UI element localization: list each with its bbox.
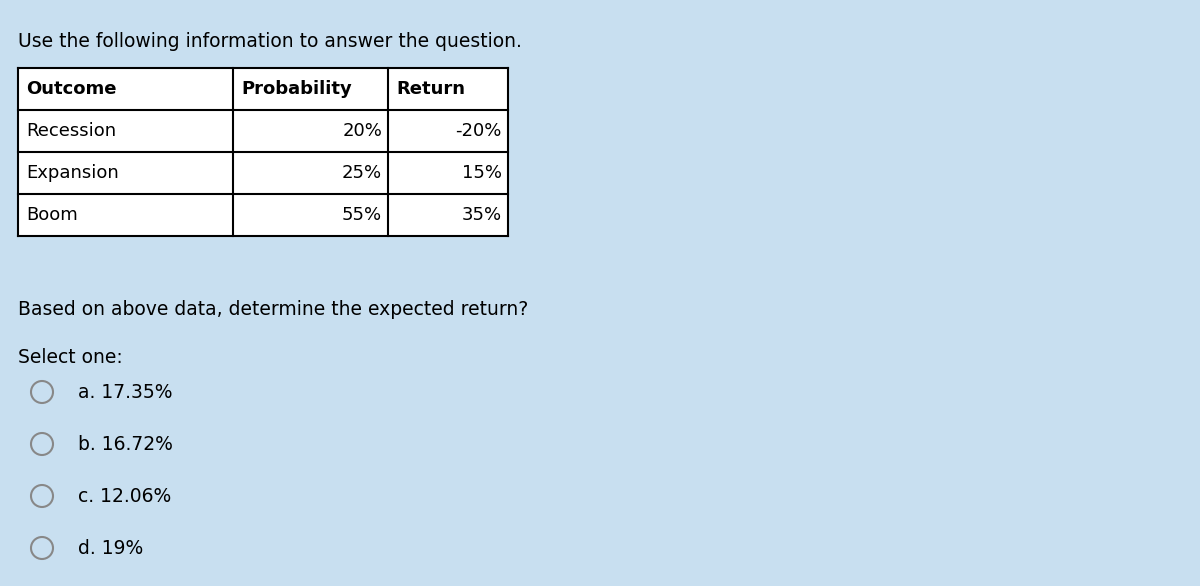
- Text: 15%: 15%: [462, 164, 502, 182]
- Text: a. 17.35%: a. 17.35%: [78, 383, 173, 401]
- Text: 55%: 55%: [342, 206, 382, 224]
- Text: -20%: -20%: [456, 122, 502, 140]
- Bar: [18, 194, 508, 236]
- Text: Recession: Recession: [26, 122, 116, 140]
- Text: Based on above data, determine the expected return?: Based on above data, determine the expec…: [18, 300, 528, 319]
- Text: b. 16.72%: b. 16.72%: [78, 434, 173, 454]
- Text: 25%: 25%: [342, 164, 382, 182]
- Circle shape: [31, 537, 53, 559]
- Text: Return: Return: [396, 80, 466, 98]
- Text: d. 19%: d. 19%: [78, 539, 143, 557]
- Text: 35%: 35%: [462, 206, 502, 224]
- Bar: [18, 110, 508, 152]
- Bar: [18, 152, 508, 194]
- Text: Expansion: Expansion: [26, 164, 119, 182]
- Circle shape: [31, 381, 53, 403]
- Circle shape: [31, 485, 53, 507]
- Text: Outcome: Outcome: [26, 80, 116, 98]
- Bar: [18, 68, 508, 110]
- Text: Select one:: Select one:: [18, 348, 122, 367]
- Circle shape: [31, 433, 53, 455]
- Text: Probability: Probability: [241, 80, 352, 98]
- Text: 20%: 20%: [342, 122, 382, 140]
- Text: Use the following information to answer the question.: Use the following information to answer …: [18, 32, 522, 51]
- Text: Boom: Boom: [26, 206, 78, 224]
- Text: c. 12.06%: c. 12.06%: [78, 486, 172, 506]
